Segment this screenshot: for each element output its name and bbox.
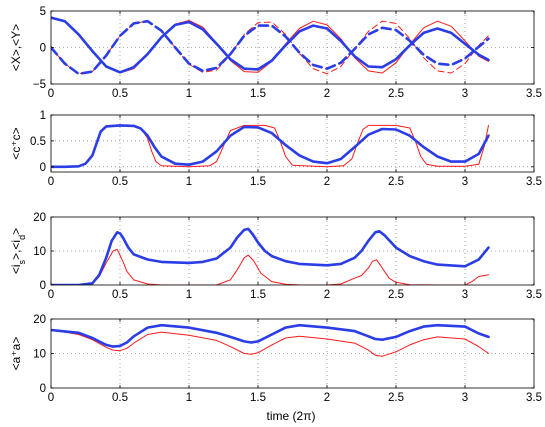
y-axis-title: <c⁺c> (9, 127, 23, 159)
x-tick-label: 3.5 (526, 392, 542, 404)
x-tick-label: 0.5 (112, 289, 128, 301)
y-axis-title: <is>,<id> (9, 228, 27, 274)
x-axis-title: time (2π) (267, 409, 316, 423)
x-tick-label: 2.5 (388, 289, 404, 301)
x-tick-label: 0.5 (112, 176, 128, 188)
y-axis-title: <X>,<Y> (9, 24, 23, 71)
x-tick-label: 3.5 (526, 88, 542, 100)
y-tick-label: 10 (33, 349, 46, 361)
x-tick-label: 2.5 (388, 88, 404, 100)
y-tick-label: 0 (40, 383, 46, 395)
series-thick-solid (51, 323, 490, 348)
series-thick-solid (51, 16, 490, 74)
x-tick-label: 2 (324, 392, 330, 404)
series-thin-solid (51, 248, 489, 285)
series-thick-solid (51, 227, 490, 285)
x-tick-label: 1.5 (250, 88, 266, 100)
panel-4: 0 0.5 1 1.5 2 2.5 3 3.5 0 10 20 <a⁺a> (9, 314, 542, 404)
y-tick-label: 20 (33, 314, 46, 326)
y-tick-label: 0.5 (30, 136, 46, 148)
x-tick-label: 0 (48, 392, 54, 404)
x-tick-label: 0.5 (112, 88, 128, 100)
series-thin-solid (51, 329, 489, 357)
x-tick-label: 3 (462, 88, 468, 100)
x-tick-label: 2 (324, 289, 330, 301)
x-tick-label: 3 (462, 176, 468, 188)
x-tick-label: 2 (324, 88, 330, 100)
x-tick-label: 3.5 (526, 289, 542, 301)
panel-2: 0 0.5 1 1.5 2 2.5 3 3.5 0 0.5 1 <c⁺c> (9, 110, 542, 188)
panel-3: 0 0.5 1 1.5 2 2.5 3 3.5 0 10 20 <is>,<id> (9, 212, 542, 301)
x-tick-label: 1.5 (250, 392, 266, 404)
x-tick-label: 1 (186, 176, 192, 188)
x-tick-label: 0 (48, 176, 54, 188)
x-tick-label: 1 (186, 88, 192, 100)
x-tick-label: 0.5 (112, 392, 128, 404)
x-tick-label: 2 (324, 176, 330, 188)
axes-frame (50, 114, 535, 173)
y-tick-label: −5 (33, 79, 46, 91)
y-axis-title: <a⁺a> (9, 337, 23, 371)
y-tick-label: 0 (40, 280, 46, 292)
y-tick-label: 20 (33, 212, 46, 224)
x-tick-label: 3.5 (526, 176, 542, 188)
y-tick-label: 10 (33, 246, 46, 258)
x-tick-label: 3 (462, 289, 468, 301)
series-thick-dash (51, 19, 490, 76)
y-tick-label: 0 (40, 43, 46, 55)
x-tick-label: 1 (186, 289, 192, 301)
y-tick-label: 5 (40, 6, 46, 18)
x-tick-label: 0 (48, 88, 54, 100)
panel-1: 0 0.5 1 1.5 2 2.5 3 3.5−505<X>,<Y> (9, 6, 542, 100)
x-tick-label: 1 (186, 392, 192, 404)
x-tick-label: 3 (462, 392, 468, 404)
series-thin-solid (51, 17, 489, 74)
y-tick-label: 1 (40, 110, 46, 122)
x-tick-label: 1.5 (250, 289, 266, 301)
y-tick-label: 0 (40, 162, 46, 174)
x-tick-label: 2.5 (388, 392, 404, 404)
x-tick-label: 1.5 (250, 176, 266, 188)
series-thick-solid (51, 124, 490, 169)
x-tick-label: 2.5 (388, 176, 404, 188)
x-tick-label: 0 (48, 289, 54, 301)
